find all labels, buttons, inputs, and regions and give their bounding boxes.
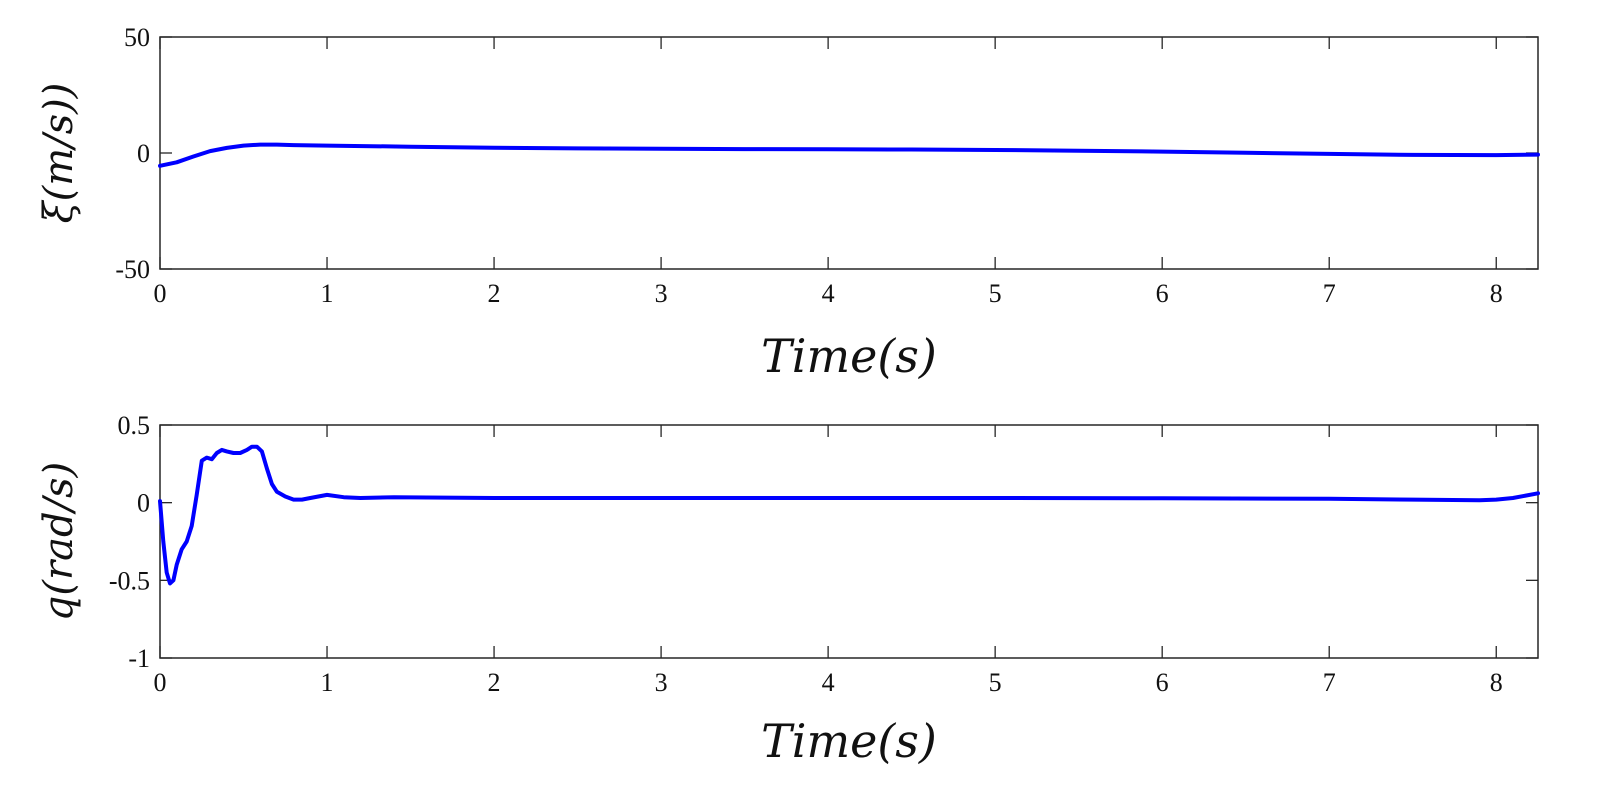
y-axis-label: ξ(m/s)): [36, 83, 82, 224]
y-tick-label: 50: [124, 23, 150, 52]
x-tick-label: 3: [655, 279, 668, 308]
x-axis-label: Time(s): [761, 714, 937, 768]
y-tick-label: -50: [115, 255, 150, 284]
x-tick-label: 3: [655, 668, 668, 697]
x-tick-label: 6: [1156, 668, 1169, 697]
x-tick-label: 1: [321, 279, 334, 308]
x-tick-label: 8: [1490, 668, 1503, 697]
x-tick-label: 8: [1490, 279, 1503, 308]
y-axis-label: q(rad/s): [36, 462, 82, 621]
y-tick-label: 0.5: [118, 411, 151, 440]
y-tick-label: -0.5: [109, 566, 150, 595]
x-tick-label: 7: [1323, 668, 1336, 697]
x-tick-label: 0: [154, 668, 167, 697]
y-tick-label: 0: [137, 489, 150, 518]
x-tick-label: 4: [822, 668, 835, 697]
x-tick-label: 7: [1323, 279, 1336, 308]
x-tick-label: 1: [321, 668, 334, 697]
x-tick-label: 2: [488, 279, 501, 308]
series-line: [158, 444, 1540, 586]
angular-rate-plot: q(rad/s) Time(s) 0 1 2 3 4 5 6 7 8 -1 -0.5 0 0.5: [36, 411, 1540, 768]
x-axis-label: Time(s): [761, 329, 937, 383]
x-tick-label: 4: [822, 279, 835, 308]
x-tick-label: 6: [1156, 279, 1169, 308]
x-tick-label: 5: [989, 279, 1002, 308]
y-tick-label: -1: [128, 644, 150, 673]
plot-frame: [159, 424, 1539, 659]
series-line: [158, 142, 1540, 168]
x-tick-label: 0: [154, 279, 167, 308]
y-tick-label: 0: [137, 139, 150, 168]
x-tick-label: 2: [488, 668, 501, 697]
x-tick-label: 5: [989, 668, 1002, 697]
